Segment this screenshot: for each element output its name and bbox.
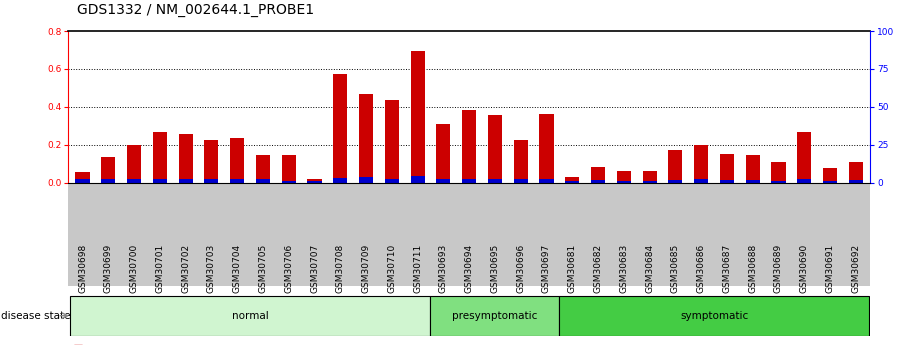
Bar	[230, 179, 244, 183]
Bar	[642, 180, 657, 183]
Bar	[76, 172, 89, 183]
Bar	[384, 179, 399, 183]
Bar	[849, 162, 863, 183]
Bar	[514, 140, 527, 183]
Bar	[539, 179, 554, 183]
Bar	[849, 180, 863, 183]
Bar	[642, 170, 657, 183]
Bar	[256, 155, 270, 183]
Bar	[256, 179, 270, 183]
Bar	[694, 179, 708, 183]
Bar	[514, 179, 527, 183]
Bar	[617, 171, 631, 183]
Bar	[204, 140, 219, 183]
Bar	[179, 134, 193, 183]
Bar	[772, 162, 785, 183]
Bar	[359, 94, 374, 183]
Bar	[462, 110, 476, 183]
Bar	[591, 180, 605, 183]
Bar	[565, 177, 579, 183]
Bar	[76, 179, 89, 183]
Bar	[823, 168, 837, 183]
Bar	[694, 145, 708, 183]
Bar	[333, 178, 347, 183]
Bar	[823, 180, 837, 183]
Bar	[488, 179, 502, 183]
Bar	[179, 179, 193, 183]
Bar	[411, 176, 425, 183]
Bar	[797, 179, 812, 183]
Bar	[559, 296, 869, 336]
Bar	[359, 177, 374, 183]
Bar	[669, 180, 682, 183]
Bar	[230, 138, 244, 183]
Bar	[411, 51, 425, 183]
Bar	[384, 100, 399, 183]
Bar	[745, 180, 760, 183]
Bar	[69, 296, 431, 336]
Bar	[281, 180, 296, 183]
Text: presymptomatic: presymptomatic	[452, 311, 537, 321]
Bar	[565, 180, 579, 183]
Bar	[720, 180, 734, 183]
Bar	[436, 124, 450, 183]
Bar	[720, 155, 734, 183]
Bar	[488, 116, 502, 183]
Bar	[797, 132, 812, 183]
Bar	[281, 155, 296, 183]
Bar	[101, 157, 116, 183]
Bar	[333, 74, 347, 183]
Text: GDS1332 / NM_002644.1_PROBE1: GDS1332 / NM_002644.1_PROBE1	[77, 3, 314, 17]
Bar	[153, 179, 167, 183]
Bar	[307, 179, 322, 183]
Bar	[745, 155, 760, 183]
Bar	[436, 179, 450, 183]
Bar	[307, 181, 322, 183]
Bar	[669, 150, 682, 183]
Bar	[127, 145, 141, 183]
Bar	[204, 179, 219, 183]
Bar	[101, 179, 116, 183]
Bar	[539, 114, 554, 183]
Bar	[431, 296, 559, 336]
Bar	[617, 180, 631, 183]
Bar	[127, 179, 141, 183]
Text: symptomatic: symptomatic	[680, 311, 748, 321]
Bar	[591, 167, 605, 183]
Text: disease state: disease state	[1, 311, 70, 321]
Bar	[772, 181, 785, 183]
Bar	[153, 132, 167, 183]
Bar	[462, 179, 476, 183]
Text: normal: normal	[231, 311, 269, 321]
